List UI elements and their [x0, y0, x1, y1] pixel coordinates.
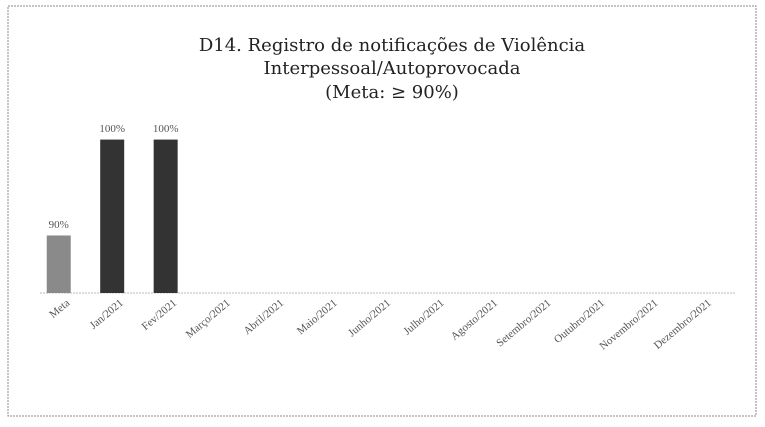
- chart-title: D14. Registro de notificações de Violênc…: [199, 35, 586, 56]
- data-label: 100%: [153, 123, 179, 135]
- bar: [100, 139, 125, 293]
- data-label: 90%: [49, 219, 69, 231]
- data-label: 100%: [99, 123, 125, 135]
- chart-title: Interpessoal/Autoprovocada: [264, 58, 521, 79]
- chart-frame: [7, 5, 757, 417]
- bar: [46, 235, 71, 293]
- chart-title: (Meta: ≥ 90%): [325, 82, 459, 103]
- bar: [153, 139, 178, 293]
